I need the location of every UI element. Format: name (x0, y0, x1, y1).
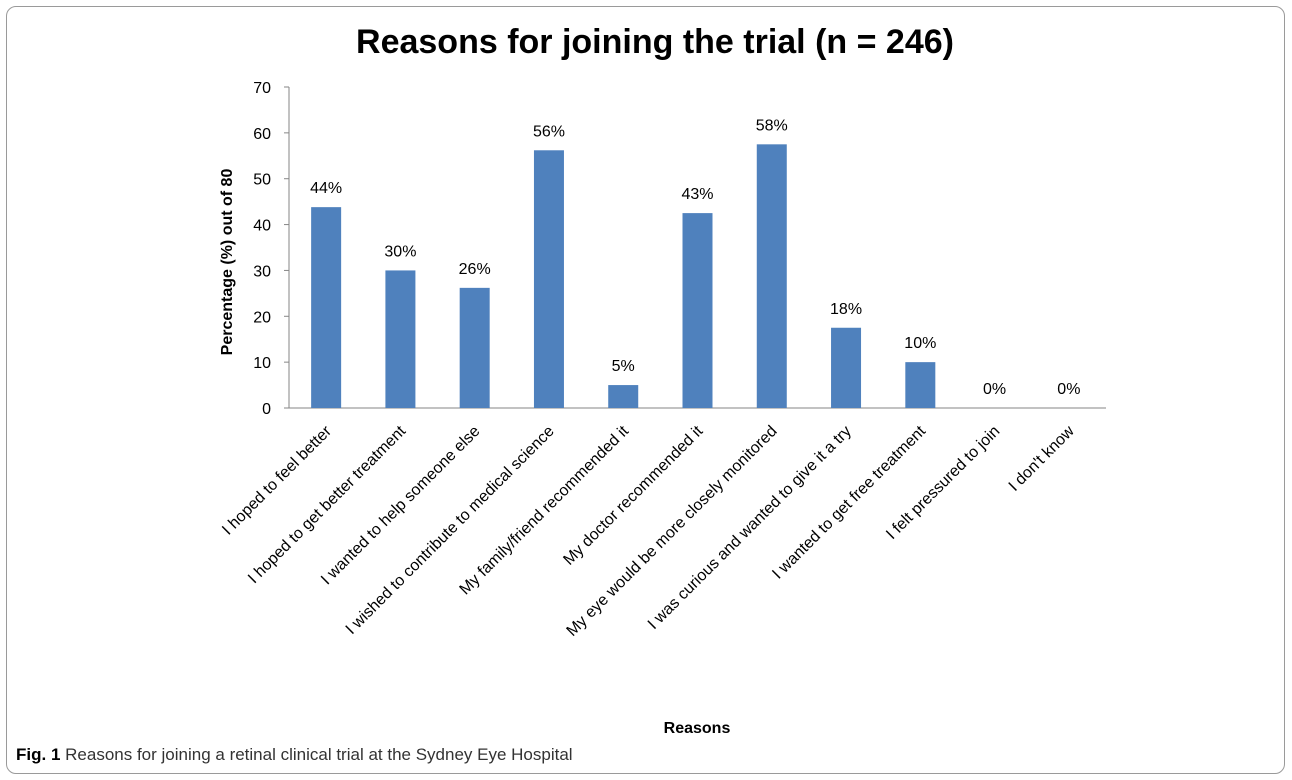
data-label: 56% (533, 123, 565, 140)
bar (831, 327, 862, 408)
bar (682, 213, 713, 408)
bar (459, 287, 490, 408)
bar (905, 362, 936, 408)
figure-frame (6, 6, 1285, 774)
category-label: I wanted to get free treatment (769, 422, 929, 582)
category-label: I hoped to get better treatment (245, 422, 410, 587)
data-label: 26% (459, 261, 491, 278)
y-tick-label: 20 (253, 309, 271, 326)
y-tick-label: 60 (253, 126, 271, 143)
y-tick-label: 30 (253, 263, 271, 280)
y-tick-label: 10 (253, 355, 271, 372)
caption-text: Reasons for joining a retinal clinical t… (65, 745, 573, 764)
figure-caption: Fig. 1 Reasons for joining a retinal cli… (16, 745, 573, 765)
data-labels: 44% 30% 26% 56% 5% 43% 58% 18% 10% 0% 0% (310, 117, 1080, 398)
category-label: My doctor recommended it (560, 422, 706, 568)
y-tick-label: 40 (253, 218, 271, 235)
data-label: 0% (983, 381, 1006, 398)
x-axis-title: Reasons (664, 720, 731, 737)
y-axis-title: Percentage (%) out of 80 (219, 169, 236, 356)
data-label: 30% (384, 243, 416, 260)
data-label: 44% (310, 180, 342, 197)
y-tick-label: 70 (253, 80, 271, 97)
y-tick-label: 50 (253, 172, 271, 189)
bar (608, 385, 639, 408)
bar (311, 207, 342, 408)
bar (385, 270, 416, 408)
category-label: I wanted to help someone else (318, 423, 484, 589)
y-tick-label: 0 (262, 401, 271, 418)
caption-label: Fig. 1 (16, 745, 61, 764)
data-label: 18% (830, 301, 862, 318)
category-label: I don't know (1006, 422, 1078, 494)
bars (311, 144, 936, 409)
data-label: 5% (612, 358, 635, 375)
data-label: 43% (681, 186, 713, 203)
bar (756, 144, 787, 409)
data-label: 10% (904, 335, 936, 352)
bar (533, 150, 564, 409)
data-label: 58% (756, 117, 788, 134)
data-label: 0% (1057, 381, 1080, 398)
axes: 0 10 20 30 40 50 60 70 (253, 80, 1106, 418)
chart-title: Reasons for joining the trial (n = 246) (356, 23, 954, 61)
